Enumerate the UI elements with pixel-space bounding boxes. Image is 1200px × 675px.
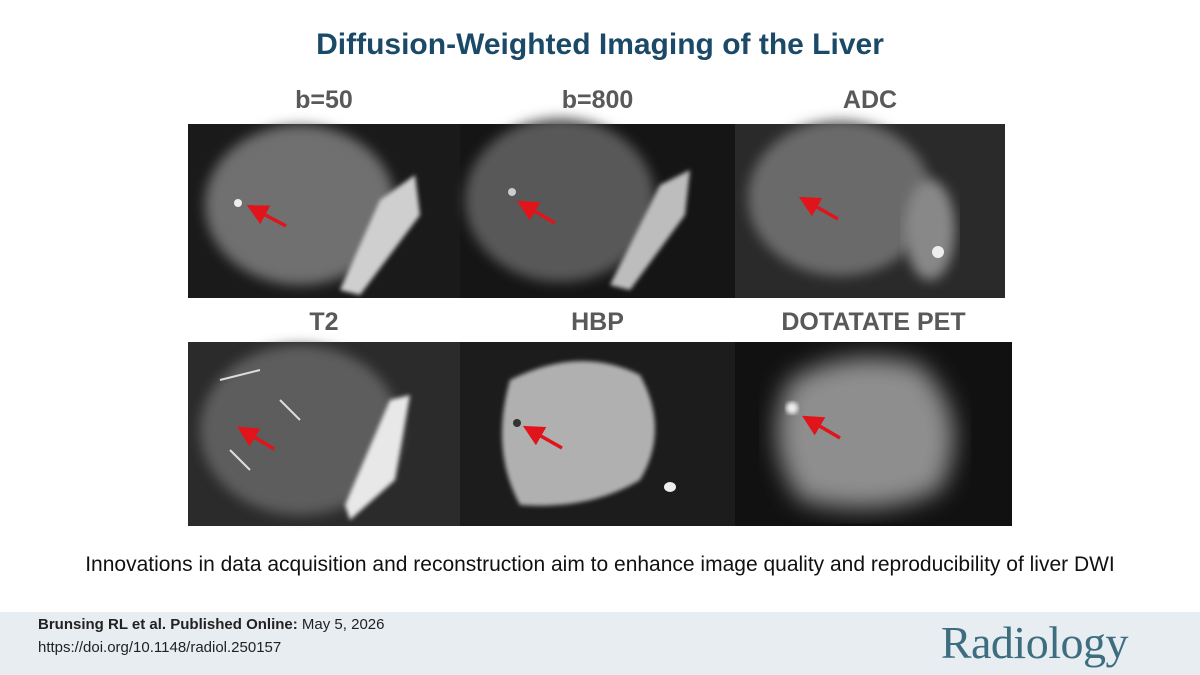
mri-image bbox=[188, 124, 460, 298]
panel-label: ADC bbox=[842, 86, 898, 114]
date: May 5, 2026 bbox=[301, 616, 385, 633]
mri-image bbox=[460, 118, 735, 298]
journal-logo: Radiology bbox=[940, 617, 1129, 668]
panel-label: DOTATATE PET bbox=[781, 308, 966, 336]
caption: Innovations in data acquisition and reco… bbox=[85, 553, 1115, 576]
citation-label: Brunsing RL et al. Published Online: bbox=[38, 616, 298, 633]
title: Diffusion-Weighted Imaging of the Liver bbox=[316, 28, 884, 61]
mri-image bbox=[735, 120, 1005, 298]
panel-label: T2 bbox=[309, 308, 339, 336]
panel-label: b=800 bbox=[561, 86, 634, 114]
footer: Brunsing RL et al. Published Online: May… bbox=[0, 612, 1200, 675]
doi: https://doi.org/10.1148/radiol.250157 bbox=[38, 639, 282, 656]
pet-image bbox=[735, 342, 1012, 526]
panel-label: b=50 bbox=[295, 86, 353, 114]
arrows bbox=[237, 196, 841, 451]
mri-image bbox=[460, 342, 735, 526]
panel-label: HBP bbox=[571, 308, 624, 336]
mri-image bbox=[188, 342, 460, 526]
